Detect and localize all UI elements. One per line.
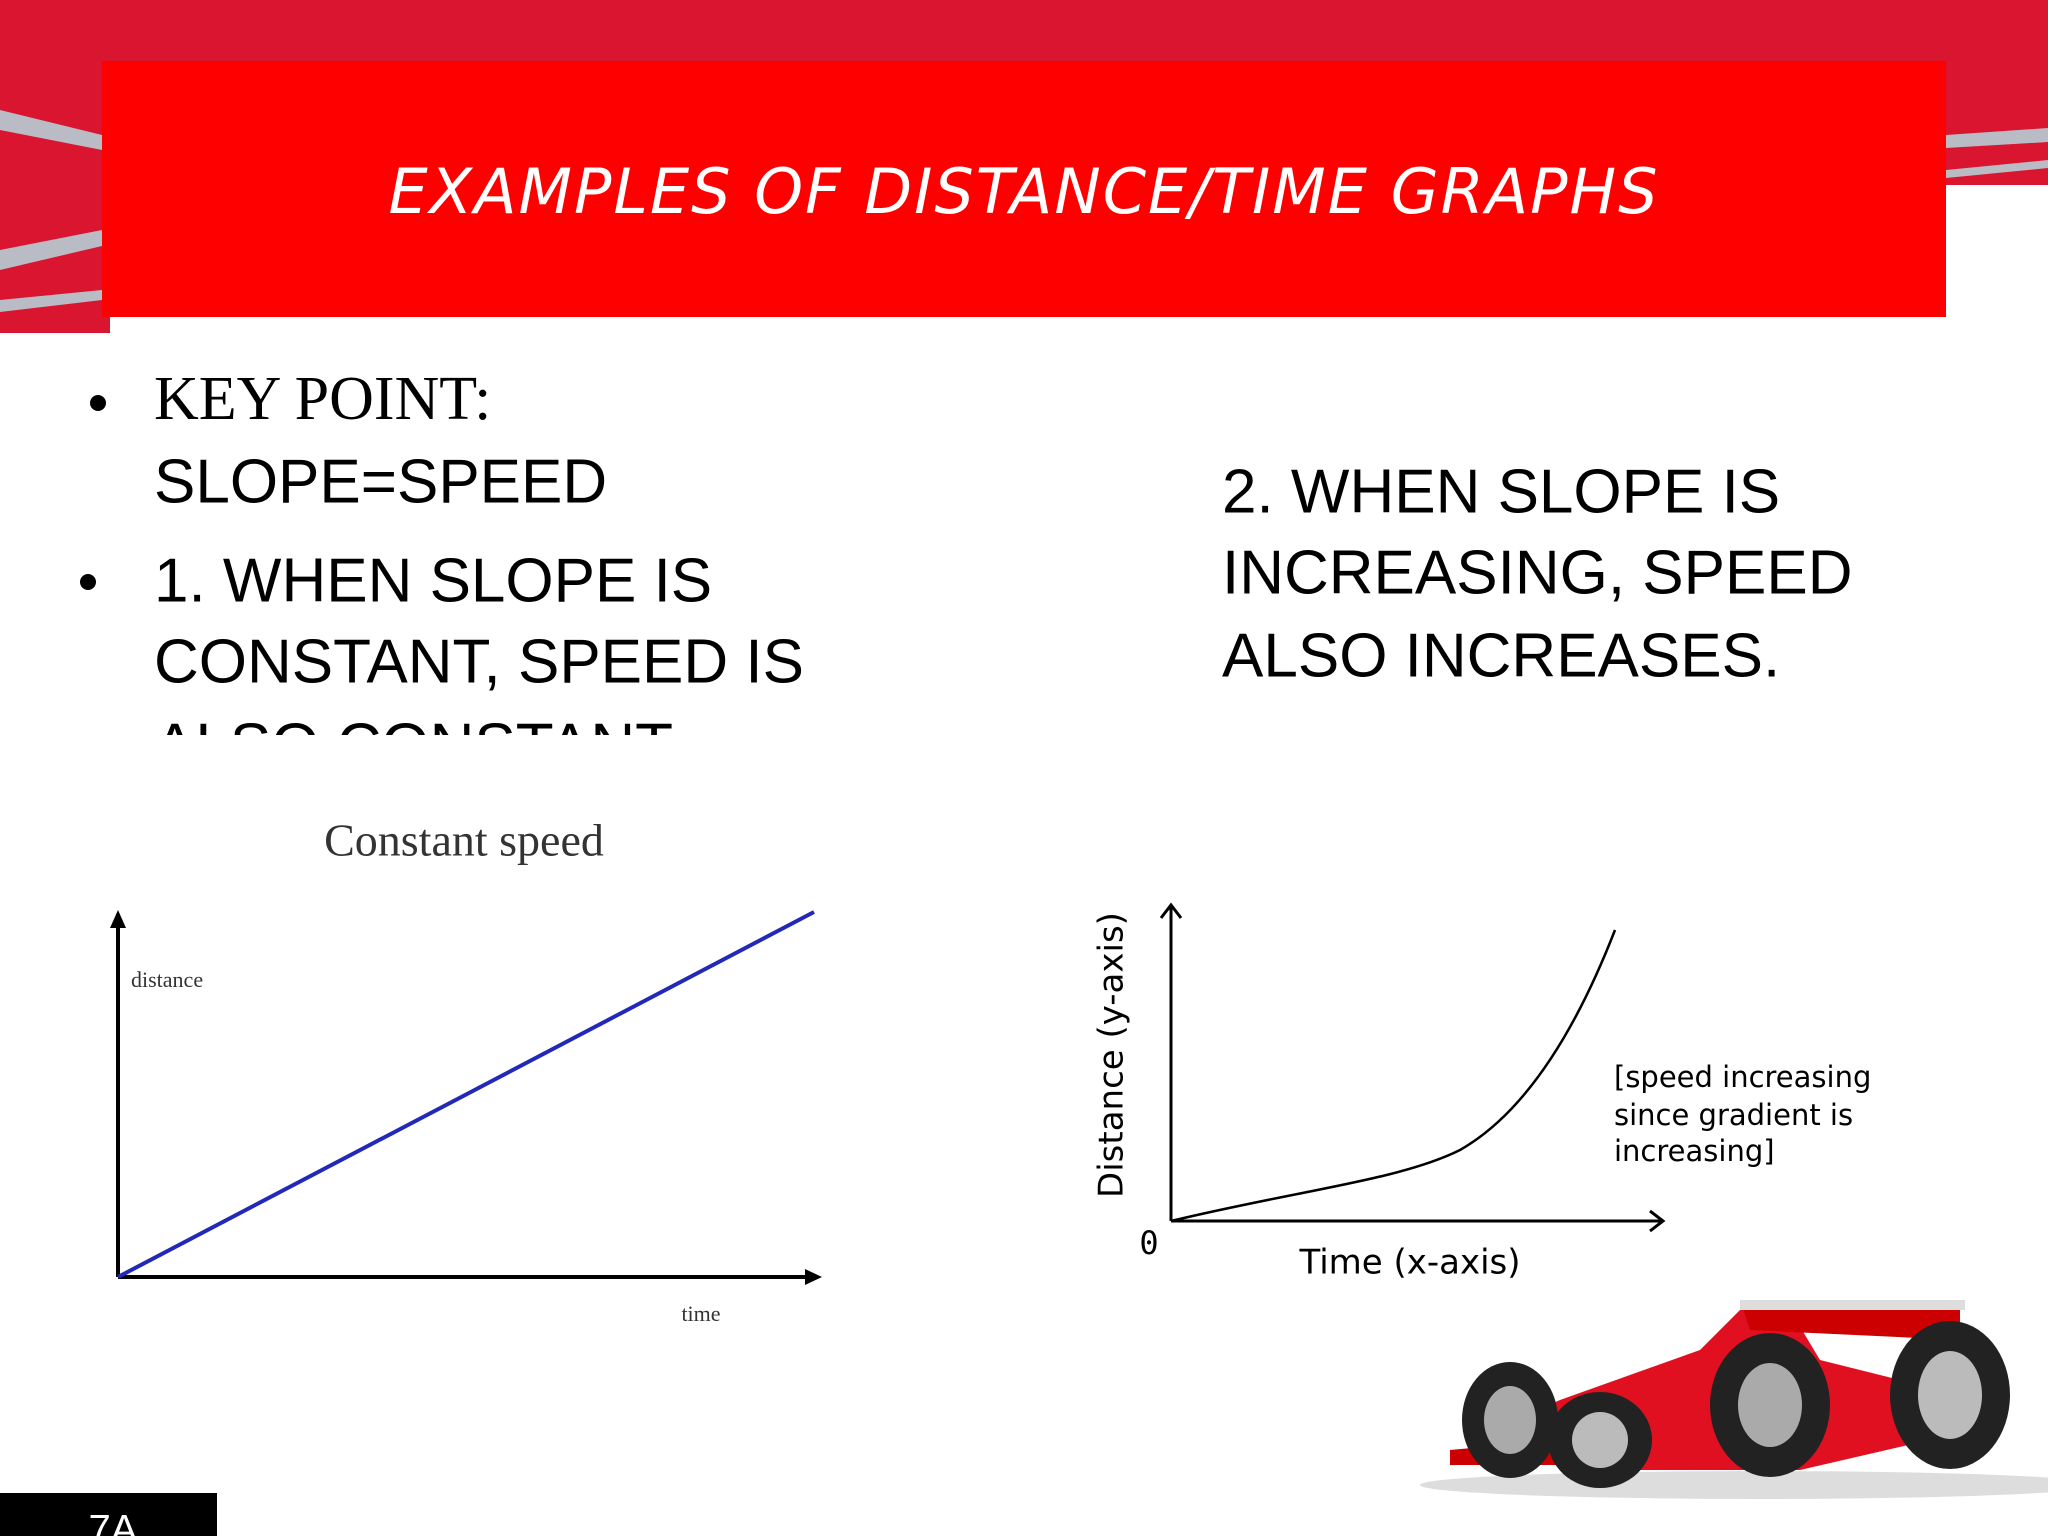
- bullet-text: 1. WHEN SLOPE IS: [154, 546, 712, 615]
- body-text: 2. WHEN SLOPE IS: [1222, 457, 1780, 526]
- bullet: [90, 395, 106, 411]
- axis-arrow: [1649, 1209, 1666, 1233]
- speed-line: [117, 910, 815, 1279]
- slide-title: EXAMPLES OF DISTANCE/TIME GRAPHS: [388, 155, 1659, 228]
- bullet-text: ALSO CONSTANT.: [154, 711, 683, 780]
- body-text: ALSO INCREASES.: [1222, 621, 1780, 690]
- axis-arrow: [110, 910, 126, 928]
- bullet-text: KEY POINT:: [154, 365, 491, 433]
- graph-title: Constant speed: [324, 815, 604, 866]
- annotation: since gradient is: [1614, 1098, 1853, 1132]
- axis-label: distance: [131, 967, 203, 992]
- axis-label: Distance (y-axis): [1092, 912, 1132, 1198]
- origin-label: 0: [1139, 1224, 1158, 1262]
- axis-label: time: [681, 1301, 720, 1326]
- bullet: [80, 574, 96, 590]
- header-band-left: [0, 0, 110, 333]
- axis-arrow: [1159, 902, 1183, 919]
- body-text: INCREASING, SPEED: [1222, 538, 1852, 607]
- bullet-text: SLOPE=SPEED: [154, 447, 607, 516]
- bullet-text: CONSTANT, SPEED IS: [154, 627, 804, 696]
- race-car: [1420, 1300, 2048, 1499]
- annotation: increasing]: [1614, 1134, 1775, 1168]
- slide-number-box: [0, 1493, 217, 1536]
- title-box: [102, 61, 1946, 317]
- speed-curve: [1170, 929, 1617, 1223]
- header-band-right: [1940, 0, 2048, 185]
- header-band: [0, 0, 2048, 62]
- axis-label: Time (x-axis): [1298, 1243, 1520, 1283]
- slide-number: 7A: [89, 1508, 138, 1536]
- annotation: [speed increasing: [1614, 1060, 1871, 1094]
- axis-arrow: [805, 1269, 822, 1285]
